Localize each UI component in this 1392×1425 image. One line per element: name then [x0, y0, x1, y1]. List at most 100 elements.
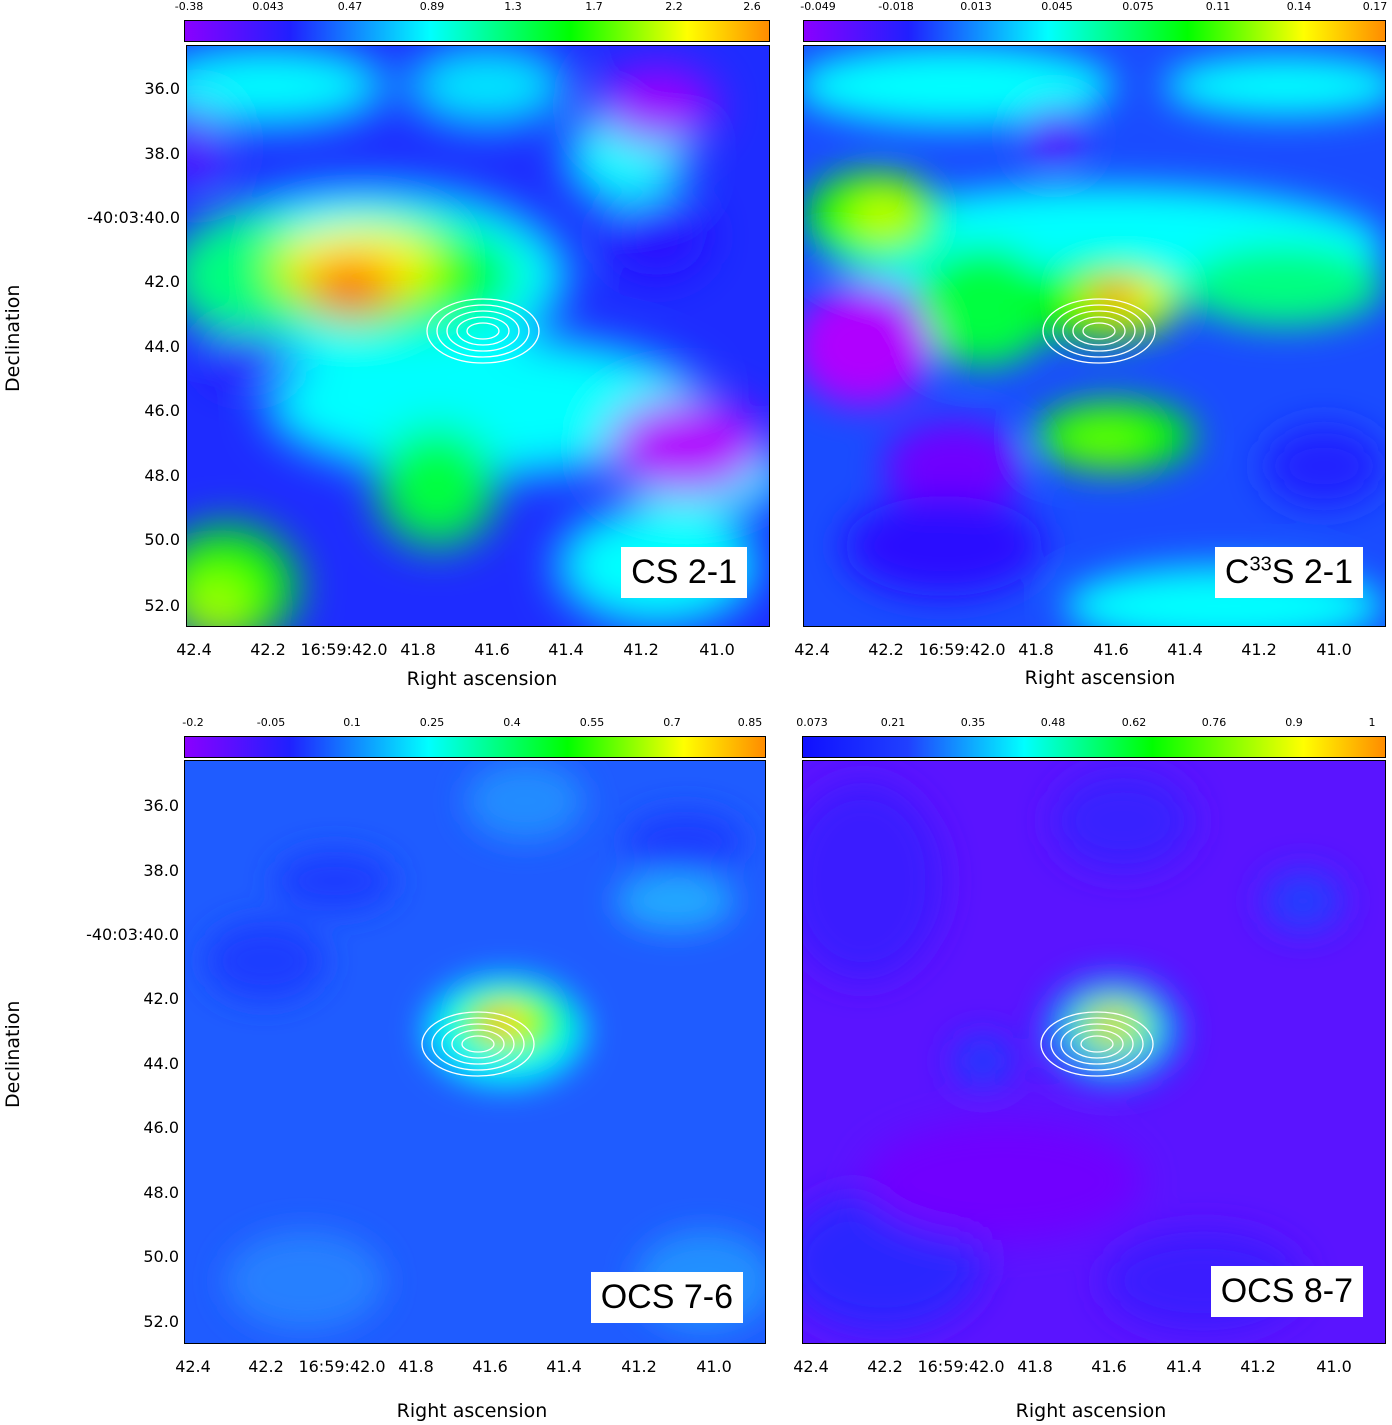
colorbar-tick: 0.013	[960, 0, 992, 13]
x-tick: 16:59:42.0	[300, 640, 388, 659]
x-tick: 42.2	[868, 640, 904, 659]
colorbar-tick: -0.38	[174, 0, 204, 13]
y-tick: 50.0	[143, 1247, 179, 1266]
colorbar-tick: 1	[1368, 716, 1376, 729]
y-tick: -40:03:40.0	[86, 925, 179, 944]
contour-lines	[426, 298, 540, 364]
intensity-map-cs-2-1: CS 2-1	[186, 45, 770, 627]
colorbar-tick: 0.9	[1285, 716, 1303, 729]
colorbar-tick: 0.76	[1201, 716, 1227, 729]
y-axis-title-bottom: Declination	[2, 1000, 24, 1108]
colorbar-tick: 0.043	[252, 0, 284, 13]
x-tick: 16:59:42.0	[917, 1357, 1005, 1376]
colorbar-tick: 0.073	[796, 716, 828, 729]
y-tick: 48.0	[144, 466, 180, 485]
y-axis-title-top: Declination	[2, 284, 24, 392]
x-tick: 41.0	[699, 640, 735, 659]
x-tick: 41.2	[1240, 1357, 1276, 1376]
colorbar-tick: 0.17	[1362, 0, 1388, 13]
y-tick: 42.0	[143, 989, 179, 1008]
molecule-label-ocs-7-6: OCS 7-6	[590, 1272, 743, 1323]
x-tick: 16:59:42.0	[298, 1357, 386, 1376]
x-tick: 41.0	[1316, 640, 1352, 659]
colorbar-tick: 0.25	[419, 716, 445, 729]
y-tick: 52.0	[143, 1312, 179, 1331]
colorbar-tick: 0.045	[1041, 0, 1073, 13]
colorbar-tick: -0.2	[182, 716, 204, 729]
colorbar-c33s-2-1	[803, 20, 1386, 42]
x-tick: 41.2	[623, 640, 659, 659]
x-tick: 41.2	[1241, 640, 1277, 659]
y-tick: 46.0	[144, 401, 180, 420]
x-tick: 41.4	[1167, 640, 1203, 659]
colorbar-tick: 0.7	[663, 716, 681, 729]
x-tick: 42.4	[175, 1357, 211, 1376]
x-tick: 41.8	[1017, 1357, 1053, 1376]
colorbar-ocs-8-7	[802, 736, 1386, 758]
colorbar-ocs-7-6	[184, 736, 766, 758]
x-tick: 41.8	[398, 1357, 434, 1376]
colorbar-tick: 0.47	[337, 0, 363, 13]
x-tick: 41.6	[1093, 640, 1129, 659]
x-axis-title-top-left: Right ascension	[406, 668, 558, 690]
y-tick: 38.0	[144, 144, 180, 163]
x-tick: 41.0	[696, 1357, 732, 1376]
colorbar-tick: 0.21	[880, 716, 906, 729]
colorbar-tick: 0.85	[737, 716, 763, 729]
colorbar-tick: 0.89	[419, 0, 445, 13]
molecule-label-c33s-2-1: C33S 2-1	[1214, 547, 1363, 598]
colorbar-tick: 0.35	[960, 716, 986, 729]
x-axis-title-top-right: Right ascension	[1024, 667, 1176, 689]
intensity-map-c33s-2-1: C33S 2-1	[803, 45, 1386, 627]
x-tick: 42.4	[793, 1357, 829, 1376]
intensity-map-ocs-7-6: OCS 7-6	[184, 760, 766, 1344]
x-tick: 42.4	[176, 640, 212, 659]
y-tick: 50.0	[144, 530, 180, 549]
contour-lines	[421, 1011, 535, 1077]
x-axis-title-bottom-left: Right ascension	[396, 1400, 548, 1422]
colorbar-tick: 0.075	[1122, 0, 1154, 13]
colorbar-tick: 2.2	[665, 0, 683, 13]
y-tick: 52.0	[144, 596, 180, 615]
x-tick: 41.4	[546, 1357, 582, 1376]
x-tick: 41.6	[472, 1357, 508, 1376]
x-tick: 41.0	[1316, 1357, 1352, 1376]
colorbar-tick: 2.6	[743, 0, 761, 13]
colorbar-tick: 1.7	[585, 0, 603, 13]
x-tick: 42.4	[794, 640, 830, 659]
y-tick: 46.0	[143, 1118, 179, 1137]
colorbar-tick: 0.4	[503, 716, 521, 729]
y-tick: 36.0	[144, 79, 180, 98]
colorbar-cs-2-1	[184, 20, 770, 42]
x-tick: 41.4	[548, 640, 584, 659]
colorbar-tick: 0.48	[1040, 716, 1066, 729]
x-tick: 16:59:42.0	[918, 640, 1006, 659]
y-tick: 44.0	[143, 1054, 179, 1073]
molecule-label-ocs-8-7: OCS 8-7	[1210, 1266, 1363, 1317]
y-tick: 44.0	[144, 337, 180, 356]
x-tick: 41.4	[1166, 1357, 1202, 1376]
y-tick: -40:03:40.0	[87, 208, 180, 227]
y-tick: 48.0	[143, 1183, 179, 1202]
colorbar-tick: 0.55	[579, 716, 605, 729]
x-tick: 42.2	[250, 640, 286, 659]
x-tick: 41.6	[1091, 1357, 1127, 1376]
x-tick: 41.8	[1018, 640, 1054, 659]
x-axis-title-bottom-right: Right ascension	[1015, 1400, 1167, 1422]
contour-lines	[1042, 298, 1156, 364]
x-tick: 42.2	[248, 1357, 284, 1376]
molecule-label-cs-2-1: CS 2-1	[621, 547, 747, 598]
colorbar-tick: 1.3	[504, 0, 522, 13]
colorbar-tick: 0.1	[343, 716, 361, 729]
colorbar-tick: -0.05	[256, 716, 286, 729]
contour-lines	[1040, 1011, 1154, 1077]
x-tick: 41.2	[621, 1357, 657, 1376]
colorbar-tick: 0.14	[1286, 0, 1312, 13]
x-tick: 41.8	[400, 640, 436, 659]
y-tick: 42.0	[144, 272, 180, 291]
intensity-map-ocs-8-7: OCS 8-7	[802, 760, 1386, 1344]
y-tick: 38.0	[143, 861, 179, 880]
colorbar-tick: -0.018	[878, 0, 914, 13]
x-tick: 41.6	[474, 640, 510, 659]
y-tick: 36.0	[143, 796, 179, 815]
